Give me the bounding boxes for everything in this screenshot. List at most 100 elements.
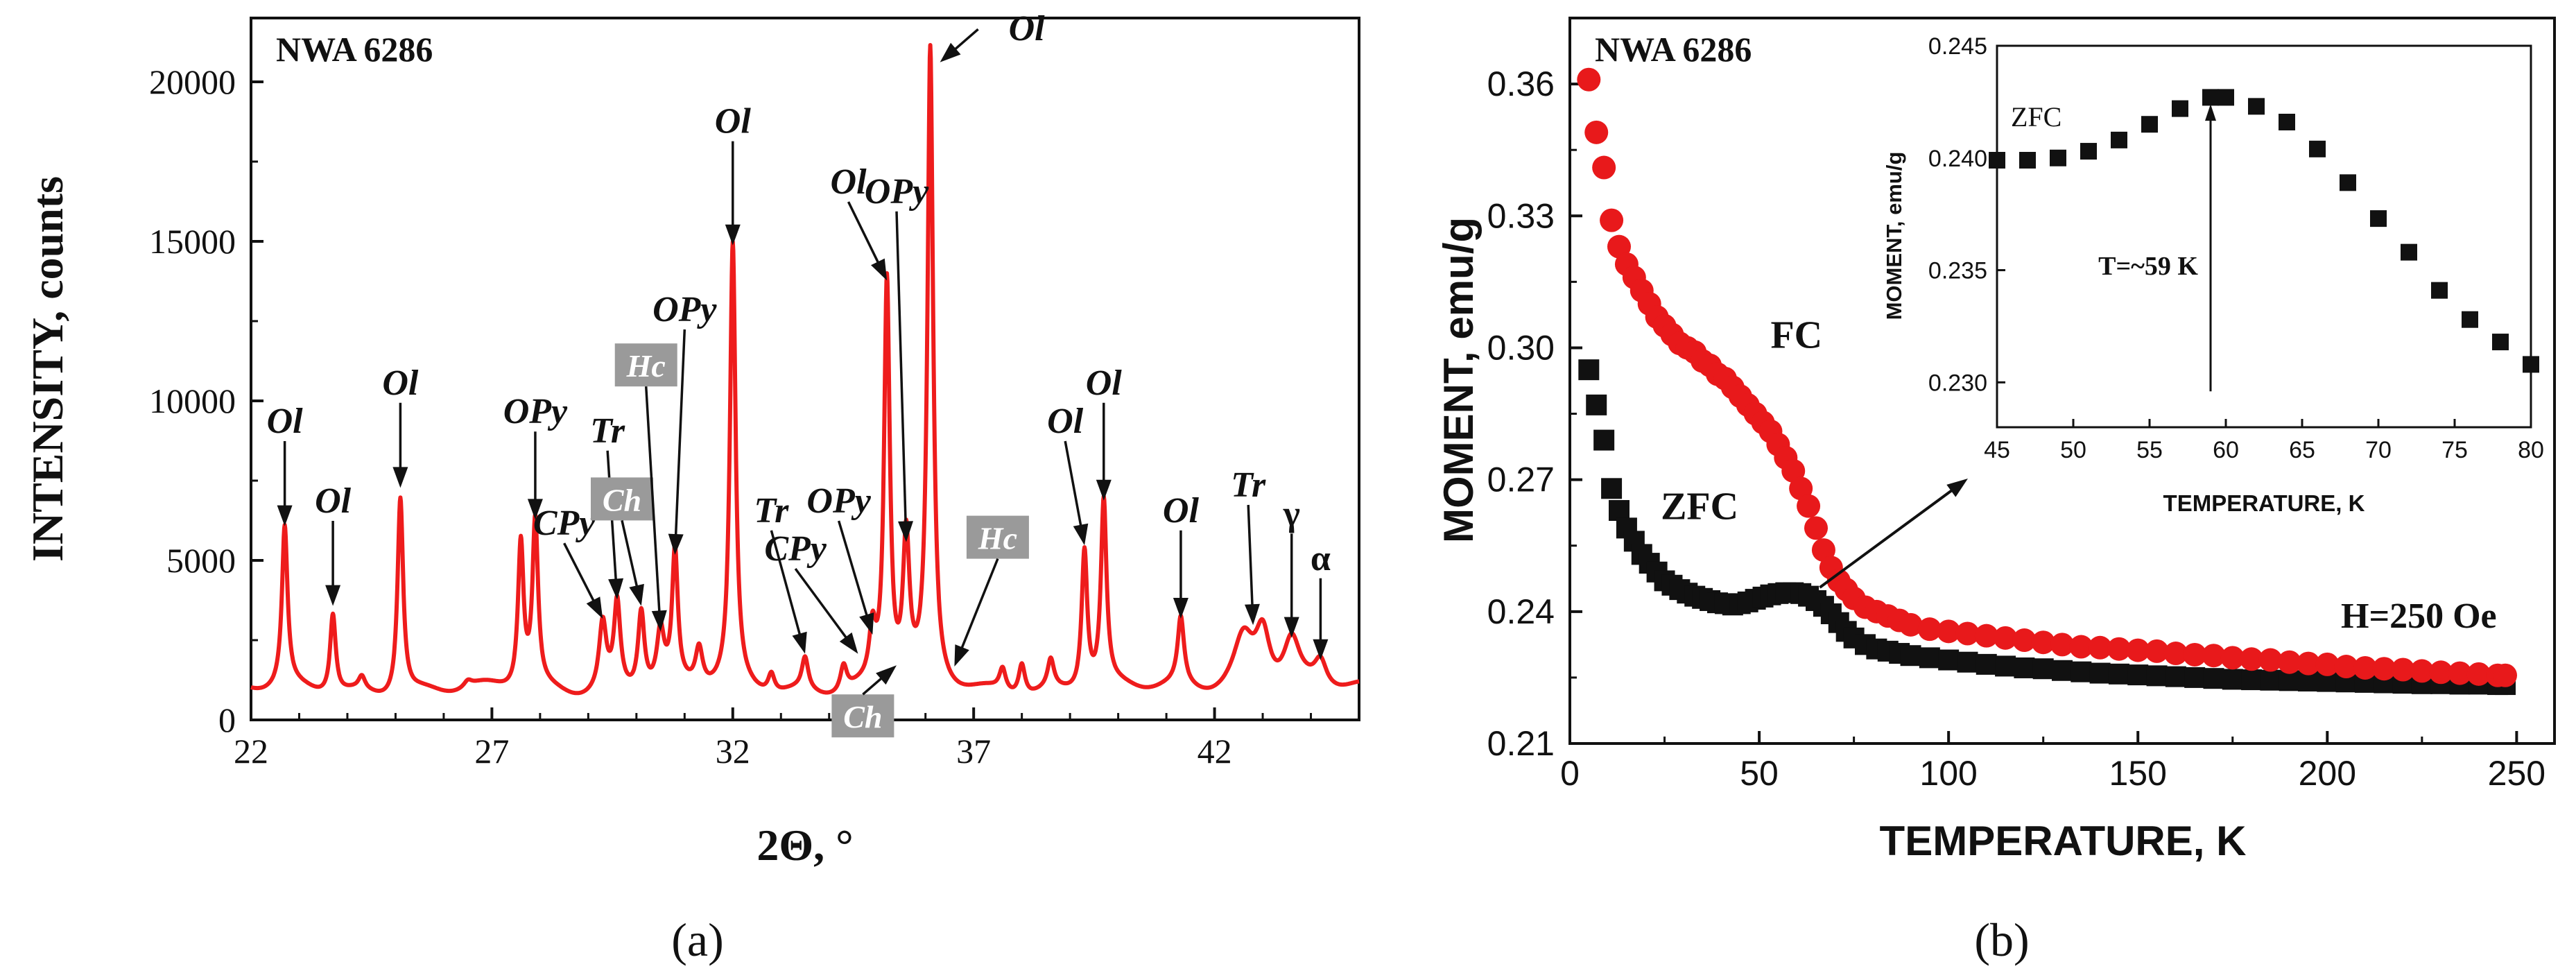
zfc-point xyxy=(2089,662,2111,684)
zfc-point xyxy=(1938,649,1960,671)
zfc-point xyxy=(2127,664,2149,686)
moment-axis-ticks: 0 50 100 150 200 250 0.21 0.24 0.27 0.30 0.33 0.36 xyxy=(1487,65,2545,793)
xrd-x-tick-label: 22 xyxy=(234,732,268,771)
inset-x-tick-label: 45 xyxy=(1984,437,2010,463)
fc-point xyxy=(1797,494,1821,518)
phase-arrowhead xyxy=(651,610,667,632)
inset-x-tick-label: 60 xyxy=(2213,437,2239,463)
fc-point xyxy=(2240,647,2264,671)
phase-label: CPy xyxy=(533,504,596,543)
phase-arrowhead xyxy=(668,533,684,555)
inset-zfc-point xyxy=(2050,149,2066,166)
moment-x-tick-label: 200 xyxy=(2299,754,2356,793)
zfc-point xyxy=(1609,500,1630,522)
moment-sample-label: NWA 6286 xyxy=(1595,30,1752,69)
inset-zfc-point xyxy=(1989,152,2005,169)
inset-x-tick-label: 75 xyxy=(2441,437,2468,463)
phase-label-box xyxy=(831,694,894,738)
phase-label: OPy xyxy=(865,172,929,212)
fc-point xyxy=(2069,635,2093,659)
fc-point xyxy=(2297,651,2320,676)
zfc-point xyxy=(1586,394,1607,415)
moment-y-tick-label: 0.33 xyxy=(1487,196,1555,235)
zfc-point xyxy=(1995,655,2016,677)
inset-x-tick-label: 50 xyxy=(2060,437,2086,463)
zfc-inset-chart: 45 50 55 60 65 70 75 80 0.230 0.235 0.240 0.245 ZFC… xyxy=(1876,33,2545,516)
panel-a-label: (a) xyxy=(671,913,723,966)
fc-point xyxy=(2353,655,2377,680)
moment-x-tick-label: 250 xyxy=(2488,754,2545,793)
phase-label: Ol xyxy=(382,363,419,403)
phase-label: Ol xyxy=(267,402,304,441)
phase-arrowhead xyxy=(629,583,644,606)
fc-point xyxy=(2391,657,2415,682)
fc-point xyxy=(2126,638,2150,662)
phase-label: Ol xyxy=(1163,491,1200,531)
fc-point xyxy=(1899,612,1923,637)
inset-y-tick-label: 0.240 xyxy=(1928,146,1987,172)
fc-point xyxy=(2107,637,2131,661)
phase-arrow xyxy=(953,28,979,52)
moment-y-tick-label: 0.27 xyxy=(1487,461,1555,499)
fc-point xyxy=(2429,660,2453,685)
phase-label: Ol xyxy=(715,102,752,141)
fc-point xyxy=(1600,208,1624,232)
phase-arrowhead xyxy=(725,224,741,246)
moment-y-tick-label: 0.30 xyxy=(1487,328,1555,367)
zfc-point xyxy=(2108,663,2129,685)
moment-x-axis-label: TEMPERATURE, K xyxy=(1880,818,2247,864)
fc-point xyxy=(2448,661,2472,685)
zfc-point xyxy=(2014,657,2035,678)
fc-point xyxy=(2202,644,2226,668)
phase-arrowhead xyxy=(325,585,341,606)
moment-x-tick-label: 0 xyxy=(1560,754,1580,793)
phase-arrow xyxy=(895,211,907,524)
phase-label: Ol xyxy=(1086,363,1123,403)
phase-label: OPy xyxy=(652,290,717,329)
fc-point xyxy=(1955,621,1980,646)
inset-zfc-point xyxy=(2309,140,2326,157)
xrd-sample-label: NWA 6286 xyxy=(276,30,433,69)
inset-zfc-point xyxy=(2523,356,2539,373)
phase-label: Ch xyxy=(603,482,641,517)
fc-point xyxy=(2277,650,2301,674)
xrd-y-tick-label: 15000 xyxy=(149,222,236,261)
moment-y-tick-label: 0.21 xyxy=(1487,724,1555,763)
phase-arrowhead xyxy=(1173,598,1188,619)
zfc-point xyxy=(2241,669,2263,691)
moment-plot-frame xyxy=(1568,17,2556,745)
phase-arrowhead xyxy=(876,665,897,685)
fc-point xyxy=(1974,624,1998,648)
inset-zfc-point xyxy=(2218,89,2234,106)
phase-arrow xyxy=(960,558,999,651)
fc-point xyxy=(2163,642,2188,666)
zfc-point xyxy=(2032,658,2054,680)
phase-label: Hc xyxy=(626,348,666,384)
xrd-y-tick-label: 20000 xyxy=(149,62,236,101)
phase-arrowhead xyxy=(277,505,293,526)
xrd-x-axis-label: 2Θ, ° xyxy=(757,820,853,870)
phase-label: Ol xyxy=(1009,9,1046,49)
fc-point xyxy=(1937,619,1961,644)
inset-zfc-point xyxy=(2080,143,2097,160)
xrd-y-tick-label: 5000 xyxy=(166,541,236,580)
inset-zfc-point xyxy=(2172,100,2188,117)
inset-x-axis-label: TEMPERATURE, K xyxy=(2163,490,2365,516)
phase-label: Ol xyxy=(315,481,352,521)
fc-point xyxy=(2258,648,2283,672)
xrd-plot-frame xyxy=(250,17,1360,721)
fc-point xyxy=(2410,659,2434,683)
phase-arrow xyxy=(837,520,869,618)
inset-x-tick-label: 55 xyxy=(2136,437,2163,463)
fc-point xyxy=(2031,630,2055,655)
phase-arrow xyxy=(862,676,884,696)
field-label: H=250 Oe xyxy=(2341,596,2497,636)
fc-point xyxy=(2334,655,2358,679)
xrd-x-tick-label: 27 xyxy=(474,732,509,771)
inset-zfc-point xyxy=(2431,282,2448,299)
phase-label-box xyxy=(966,515,1029,559)
inset-x-tick-label: 65 xyxy=(2289,437,2315,463)
phase-label: Tr xyxy=(754,491,789,531)
moment-y-tick-label: 0.24 xyxy=(1487,592,1555,631)
